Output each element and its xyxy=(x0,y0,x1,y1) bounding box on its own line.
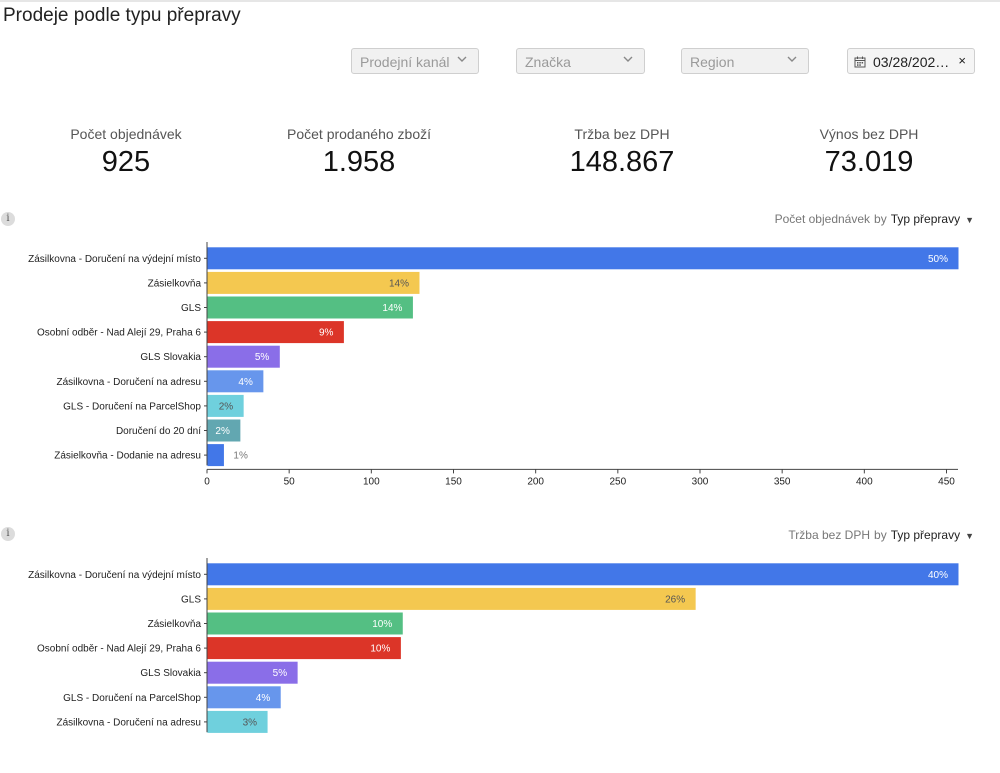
kpi-revenue: Tržba bez DPH 148.867 xyxy=(532,126,712,179)
x-tick-label: 250 xyxy=(609,476,626,487)
category-label: Zásilkovna - Doručení na adresu xyxy=(56,717,201,728)
category-label: Zásielkovňa - Dodanie na adresu xyxy=(54,451,201,462)
category-label: GLS - Doručení na ParcelShop xyxy=(63,693,201,704)
bar-value-label: 4% xyxy=(256,693,271,704)
chart-by-label: by xyxy=(874,212,887,226)
chevron-down-icon xyxy=(787,56,797,62)
kpi-value: 1.958 xyxy=(322,146,396,178)
bar-value-label: 50% xyxy=(928,254,948,265)
kpi-label: Počet prodaného zboží xyxy=(287,126,431,142)
category-label: Osobní odběr - Nad Alejí 29, Praha 6 xyxy=(37,328,201,339)
bar[interactable] xyxy=(207,710,268,733)
chevron-down-icon[interactable]: ▼ xyxy=(965,531,974,541)
bar-value-label: 26% xyxy=(665,594,685,605)
bar[interactable] xyxy=(207,271,420,294)
bar-value-label: 10% xyxy=(370,644,390,655)
bar[interactable] xyxy=(207,686,281,709)
category-label: GLS xyxy=(181,594,201,605)
chart-orders-header: Počet objednávek by Typ přepravy ▼ xyxy=(775,212,974,226)
dimension-selector[interactable]: Typ přepravy xyxy=(890,528,961,542)
bar-value-label: 1% xyxy=(233,451,248,462)
category-label: GLS - Doručení na ParcelShop xyxy=(63,401,201,412)
top-divider xyxy=(0,0,1000,2)
chevron-down-icon[interactable]: ▼ xyxy=(965,215,974,225)
brand-filter[interactable]: Značka xyxy=(516,48,645,74)
bar-value-label: 5% xyxy=(273,668,288,679)
chart-metric-label: Počet objednávek xyxy=(774,212,871,226)
bar-value-label: 10% xyxy=(372,619,392,630)
category-label: Doručení do 20 dní xyxy=(116,426,201,437)
brand-filter-label: Značka xyxy=(525,54,571,70)
dimension-selector[interactable]: Typ přepravy xyxy=(890,212,961,226)
bar-value-label: 4% xyxy=(238,377,253,388)
bar[interactable] xyxy=(207,419,241,442)
bar-value-label: 14% xyxy=(389,278,409,289)
channel-filter-label: Prodejní kanál xyxy=(360,54,450,70)
x-tick-label: 300 xyxy=(692,476,709,487)
region-filter[interactable]: Region xyxy=(681,48,809,74)
bar[interactable] xyxy=(207,563,959,586)
x-tick-label: 0 xyxy=(204,476,210,487)
kpi-label: Tržba bez DPH xyxy=(574,126,670,142)
calendar-icon xyxy=(854,56,866,68)
kpi-items-sold: Počet prodaného zboží 1.958 xyxy=(269,126,449,179)
bar[interactable] xyxy=(207,612,403,635)
category-label: Zásielkovňa xyxy=(148,619,202,630)
category-label: Zásilkovna - Doručení na výdejní místo xyxy=(28,254,201,265)
date-filter[interactable]: 03/28/202… × xyxy=(847,48,975,74)
kpi-value: 148.867 xyxy=(569,146,675,178)
bar[interactable] xyxy=(207,394,244,417)
clear-date-button[interactable]: × xyxy=(958,53,966,68)
bar[interactable] xyxy=(207,321,344,344)
kpi-value: 925 xyxy=(101,146,151,178)
chart-revenue-header: Tržba bez DPH by Typ přepravy ▼ xyxy=(788,528,974,542)
bar-value-label: 40% xyxy=(928,570,948,581)
x-tick-label: 200 xyxy=(527,476,544,487)
bar-value-label: 3% xyxy=(243,717,258,728)
x-tick-label: 450 xyxy=(938,476,955,487)
category-label: Zásilkovna - Doručení na výdejní místo xyxy=(28,570,201,581)
page-title: Prodeje podle typu přepravy xyxy=(3,5,241,26)
chart-orders-by-shipping: Zásilkovna - Doručení na výdejní místo 50… xyxy=(28,242,959,487)
category-label: GLS xyxy=(181,303,201,314)
bar[interactable] xyxy=(207,661,298,684)
kpi-profit: Výnos bez DPH 73.019 xyxy=(779,126,959,179)
info-icon[interactable]: i xyxy=(1,212,15,226)
chevron-down-icon xyxy=(457,56,467,62)
kpi-label: Počet objednávek xyxy=(70,126,182,142)
category-label: Osobní odběr - Nad Alejí 29, Praha 6 xyxy=(37,644,201,655)
bar-value-label: 5% xyxy=(255,352,270,363)
bar[interactable] xyxy=(207,637,401,660)
chart-metric-label: Tržba bez DPH xyxy=(788,528,871,542)
x-tick-label: 350 xyxy=(774,476,791,487)
bar[interactable] xyxy=(207,587,696,610)
x-tick-label: 400 xyxy=(856,476,873,487)
chart-revenue-by-shipping: Zásilkovna - Doručení na výdejní místo 40… xyxy=(28,558,959,733)
category-label: GLS Slovakia xyxy=(140,352,201,363)
date-filter-value: 03/28/202… xyxy=(873,54,950,70)
category-label: Zásilkovna - Doručení na adresu xyxy=(56,377,201,388)
info-icon[interactable]: i xyxy=(1,527,15,541)
bar-value-label: 9% xyxy=(319,328,334,339)
bar[interactable] xyxy=(207,345,280,368)
channel-filter[interactable]: Prodejní kanál xyxy=(351,48,479,74)
x-tick-label: 150 xyxy=(445,476,462,487)
bar[interactable] xyxy=(207,370,264,393)
x-tick-label: 100 xyxy=(363,476,380,487)
category-label: GLS Slovakia xyxy=(140,668,201,679)
kpi-label: Výnos bez DPH xyxy=(819,126,919,142)
region-filter-label: Region xyxy=(690,54,735,70)
kpi-value: 73.019 xyxy=(824,146,914,178)
bar[interactable] xyxy=(207,247,959,270)
bar-value-label: 14% xyxy=(382,303,402,314)
category-label: Zásielkovňa xyxy=(148,278,202,289)
bar-value-label: 2% xyxy=(215,426,230,437)
chevron-down-icon xyxy=(623,56,633,62)
chart-by-label: by xyxy=(874,528,887,542)
x-tick-label: 50 xyxy=(284,476,296,487)
bar-value-label: 2% xyxy=(219,401,234,412)
bar[interactable] xyxy=(207,444,224,467)
bar[interactable] xyxy=(207,296,413,319)
kpi-orders: Počet objednávek 925 xyxy=(36,126,216,179)
